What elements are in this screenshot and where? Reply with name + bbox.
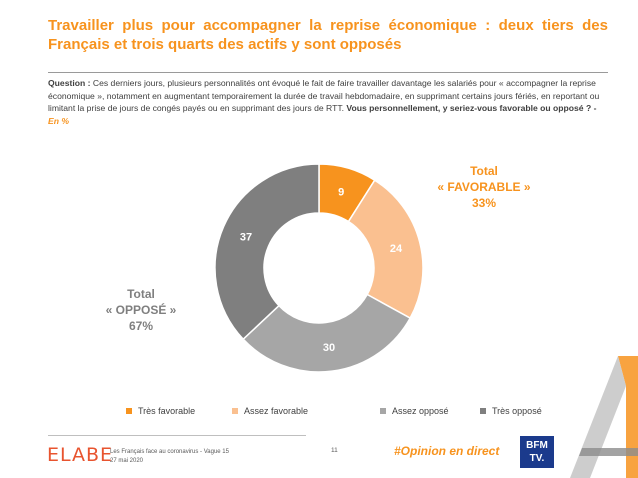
bfmtv-logo-line1: BFM [526, 440, 548, 451]
total-oppose-line2: « OPPOSÉ » [105, 303, 177, 317]
footer-source-line2: 27 mai 2020 [110, 458, 144, 464]
decorative-a-shape [570, 356, 638, 478]
legend-item-1: Assez favorable [232, 406, 308, 416]
donut-label-0: 9 [338, 187, 344, 199]
total-oppose: Total « OPPOSÉ » 67% [86, 286, 196, 334]
legend-item-0: Très favorable [126, 406, 195, 416]
hashtag: #Opinion en direct [394, 444, 500, 458]
legend-swatch-3 [480, 408, 486, 414]
total-favorable-line1: Total [470, 164, 498, 178]
page-number: 11 [331, 447, 338, 454]
legend-label-2: Assez opposé [392, 406, 449, 416]
legend-swatch-2 [380, 408, 386, 414]
elabe-logo: ELABE [47, 444, 114, 466]
page-title: Travailler plus pour accompagner la repr… [48, 17, 608, 53]
donut-label-2: 30 [323, 342, 335, 354]
legend-label-3: Très opposé [492, 406, 542, 416]
donut-label-3: 37 [240, 231, 252, 243]
donut-slice-3 [214, 163, 320, 341]
legend-item-3: Très opposé [480, 406, 542, 416]
donut-label-1: 24 [390, 243, 403, 255]
question-unit: En % [48, 115, 70, 126]
legend-label-0: Très favorable [138, 406, 196, 416]
legend-swatch-0 [126, 408, 132, 414]
total-oppose-line1: Total [127, 287, 155, 301]
question-label: Question : [48, 78, 91, 88]
footer-source: Les Français face au coronavirus - Vague… [110, 448, 229, 466]
footer-source-line1: Les Français face au coronavirus - Vague… [110, 449, 229, 455]
total-favorable-line2: « FAVORABLE » [437, 180, 531, 194]
question-ask: Vous personnellement, y seriez-vous favo… [346, 103, 597, 114]
total-favorable: Total « FAVORABLE » 33% [424, 163, 544, 211]
total-oppose-line3: 67% [128, 319, 154, 333]
question-body: Ces derniers jours, plusieurs personnali… [48, 78, 600, 114]
bfmtv-logo: BFM TV. [520, 436, 554, 468]
legend-item-2: Assez opposé [380, 406, 449, 416]
donut-slice-2 [242, 293, 412, 373]
donut-slice-1 [347, 179, 424, 320]
total-favorable-line3: 33% [471, 196, 497, 210]
legend-label-1: Assez favorable [244, 406, 309, 416]
question-text: Question : Ces derniers jours, plusieurs… [48, 77, 608, 127]
title-divider [48, 72, 608, 73]
bfmtv-logo-line2: TV. [529, 453, 545, 464]
chart-legend: Très favorable Assez favorable Assez oppos… [126, 406, 566, 418]
legend-swatch-1 [232, 408, 238, 414]
footer-divider [48, 435, 306, 436]
